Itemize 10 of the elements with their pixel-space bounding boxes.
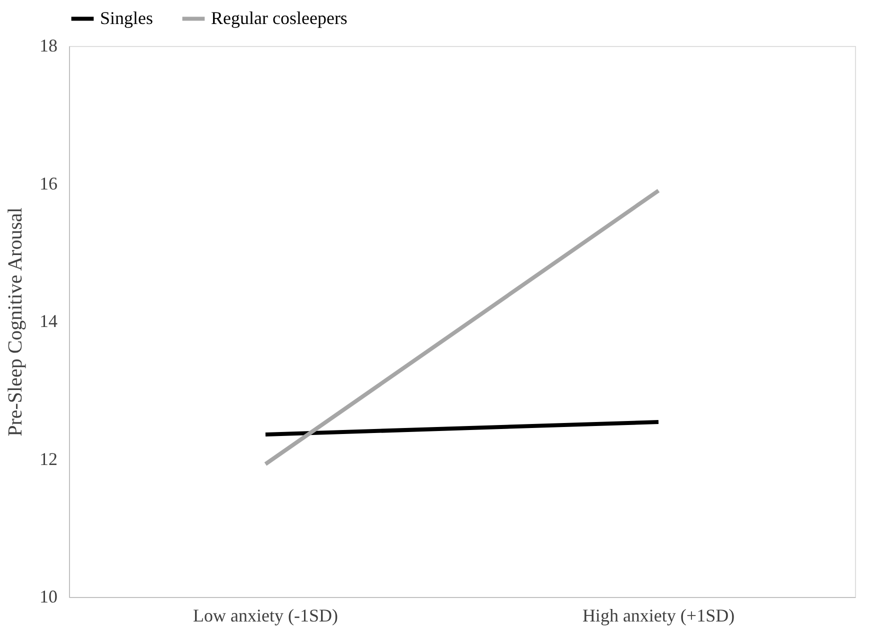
y-tick-label: 14 — [40, 311, 58, 331]
x-tick-label: High anxiety (+1SD) — [582, 606, 735, 626]
y-tick-label: 12 — [40, 448, 58, 469]
x-tick-label: Low anxiety (-1SD) — [193, 606, 338, 626]
legend-label: Singles — [100, 8, 154, 28]
y-tick-label: 16 — [40, 173, 58, 194]
legend-label: Regular cosleepers — [211, 8, 348, 28]
y-tick-label: 18 — [40, 36, 58, 56]
y-axis-title: Pre-Sleep Cognitive Arousal — [4, 207, 26, 436]
y-tick-label: 10 — [40, 586, 58, 606]
